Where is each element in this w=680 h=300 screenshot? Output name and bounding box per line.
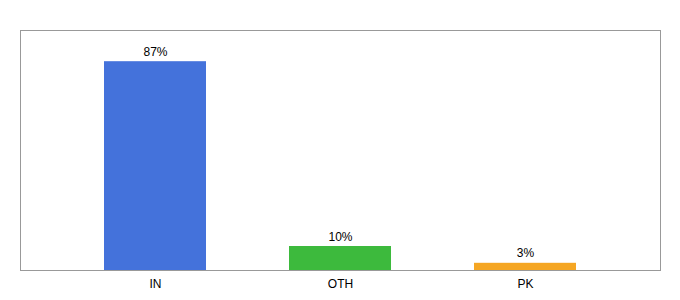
svg-text:10%: 10% xyxy=(328,230,352,244)
svg-text:87%: 87% xyxy=(143,45,167,59)
svg-text:3%: 3% xyxy=(517,246,535,260)
svg-text:IN: IN xyxy=(150,277,162,291)
svg-text:OTH: OTH xyxy=(328,277,353,291)
svg-text:PK: PK xyxy=(517,277,533,291)
